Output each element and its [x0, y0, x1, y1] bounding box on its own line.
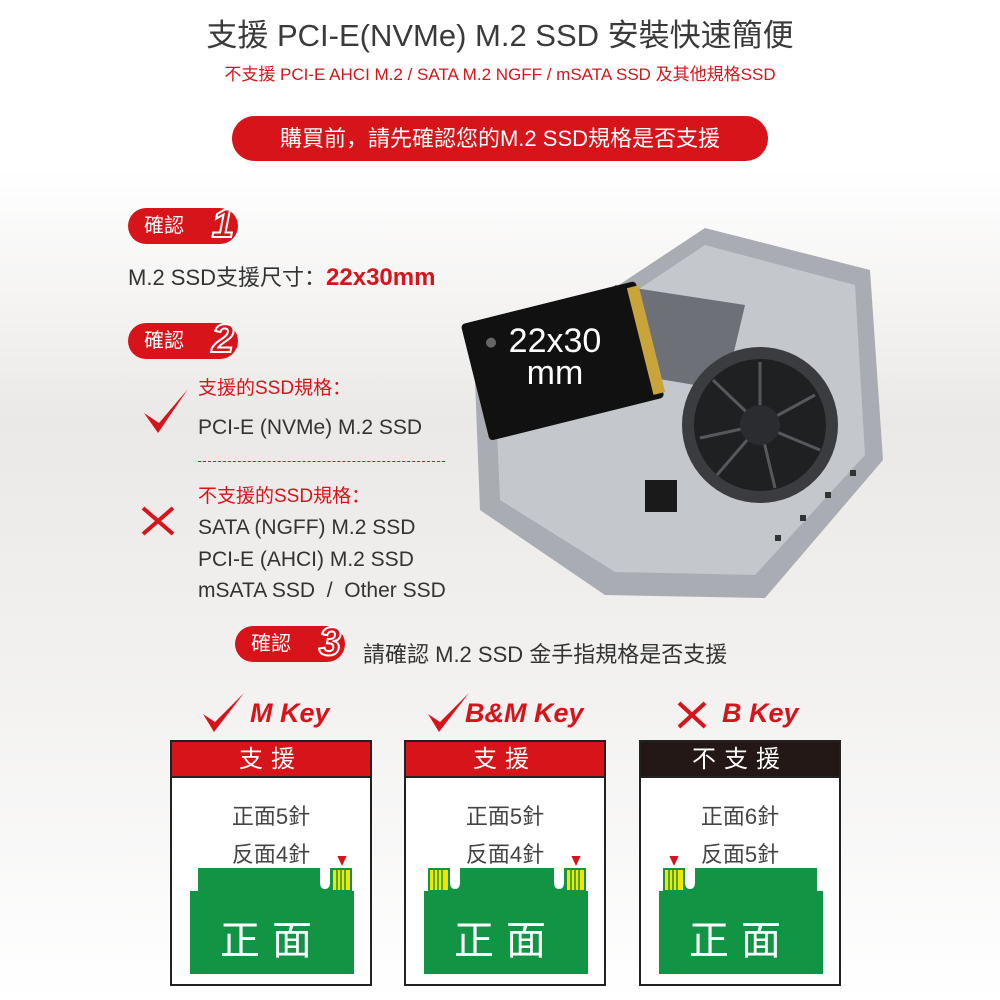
unsupported-title: 不支援的SSD規格：	[198, 486, 371, 507]
size-label: M.2 SSD支援尺寸：	[128, 265, 327, 290]
key-card-b: 不支援 正面6針反面5針 正面	[639, 740, 841, 986]
check-icon	[203, 693, 244, 732]
ssd-label-line: mm	[526, 354, 584, 392]
ssd-size-label: 22x30 mm	[505, 322, 605, 392]
supported-title: 支援的SSD規格：	[198, 378, 352, 399]
unsupported-item: SATA (NGFF) M.2 SSD	[198, 516, 416, 539]
badge-label: 確認	[144, 330, 184, 352]
badge-label: 確認	[251, 633, 291, 655]
check3-label: 請確認 M.2 SSD 金手指規格是否支援	[363, 642, 728, 667]
connector-diagram: 正面	[424, 856, 588, 974]
board-label: 正面	[454, 919, 558, 963]
badge-number: 2	[211, 316, 235, 362]
check-icon	[144, 389, 188, 433]
connector-diagram: 正面	[190, 856, 354, 974]
key-card-bm: 支援 正面5針反面4針 正面	[404, 740, 606, 986]
page-subtitle: 不支援 PCI-E AHCI M.2 / SATA M.2 NGFF / mSA…	[224, 65, 776, 84]
page-title: 支援 PCI-E(NVMe) M.2 SSD 安裝快速簡便	[206, 18, 794, 53]
notice-banner: 購買前，請先確認您的M.2 SSD規格是否支援	[232, 116, 768, 161]
check2-badge: 確認 2	[128, 316, 238, 362]
unsupported-item: mSATA SSD / Other SSD	[198, 579, 446, 602]
supported-item: PCI-E (NVMe) M.2 SSD	[198, 416, 423, 439]
check3-badge: 確認 3	[235, 619, 345, 665]
unsupported-item: PCI-E (AHCI) M.2 SSD	[198, 548, 414, 571]
back-pins: 反面4針	[465, 842, 545, 867]
board-label: 正面	[689, 919, 793, 963]
cross-icon	[141, 506, 175, 536]
front-pins: 正面6針	[700, 804, 780, 829]
badge-number: 3	[318, 619, 342, 665]
badge-number: 1	[211, 201, 235, 247]
ssd-label-line: 22x30	[508, 322, 602, 360]
key-name: M Key	[250, 698, 330, 728]
status-header: 支援	[172, 742, 370, 778]
front-pins: 正面5針	[465, 804, 545, 829]
key-name: B&M Key	[465, 698, 584, 728]
connector-diagram: 正面	[659, 856, 823, 974]
status-header: 支援	[406, 742, 604, 778]
check-icon	[428, 693, 469, 732]
cross-icon	[677, 701, 707, 729]
check1-badge: 確認 1	[128, 201, 238, 247]
size-row: M.2 SSD支援尺寸：22x30mm	[128, 260, 435, 292]
product-image: 22x30 mm	[455, 210, 895, 605]
back-pins: 反面5針	[700, 842, 780, 867]
divider	[198, 461, 445, 462]
key-card-m: 支援 正面5針反面4針 正面	[170, 740, 372, 986]
badge-label: 確認	[144, 215, 184, 237]
front-pins: 正面5針	[231, 804, 311, 829]
back-pins: 反面4針	[231, 842, 311, 867]
key-name: B Key	[722, 698, 799, 728]
status-header: 不支援	[641, 742, 839, 778]
size-value: 22x30mm	[326, 264, 436, 291]
board-label: 正面	[220, 919, 324, 963]
